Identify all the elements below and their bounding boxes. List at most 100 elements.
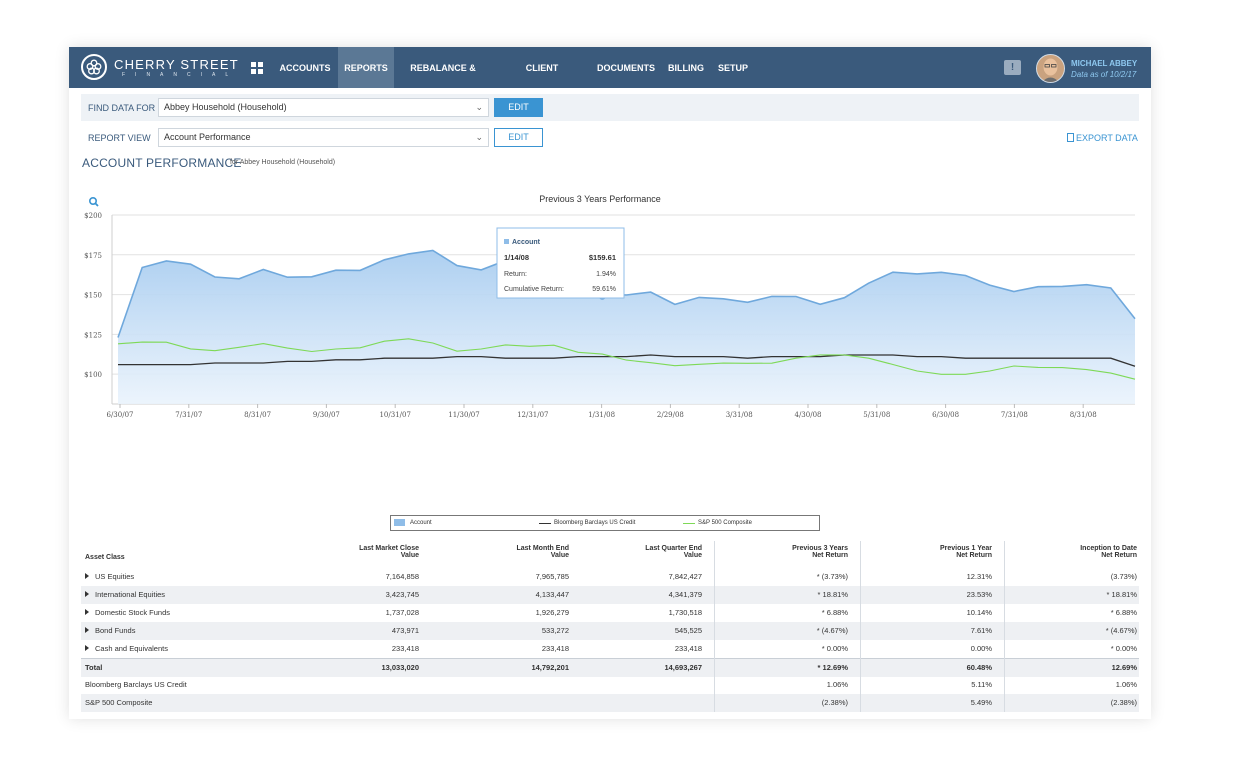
table-row[interactable]: Domestic Stock Funds 1,737,028 1,926,279… [81, 604, 1139, 622]
asset-class-cell: Domestic Stock Funds [85, 604, 170, 622]
legend-item-account[interactable]: Account [394, 516, 432, 530]
nav-documents[interactable]: DOCUMENTS [597, 63, 655, 73]
asset-class-cell: US Equities [85, 568, 134, 586]
last-market-close-cell: 233,418 [391, 644, 419, 653]
col-label: Last Quarter End [645, 545, 702, 552]
x-tick-label: 2/29/08 [657, 411, 684, 419]
account-line [117, 249, 1136, 338]
nav-setup[interactable]: SETUP [717, 63, 748, 73]
legend-swatch [539, 523, 551, 524]
col-inception-to-date[interactable]: Inception to Date Net Return [999, 545, 1137, 571]
col-last-quarter-end[interactable]: Last Quarter End Value [563, 545, 702, 571]
table-row[interactable]: Bond Funds 473,971 533,272 545,525 * (4.… [81, 622, 1139, 640]
col-asset-class[interactable]: Asset Class [85, 554, 125, 561]
find-edit-button[interactable]: EDIT [494, 98, 543, 117]
col-label: Value [550, 552, 569, 559]
inception-to-date-cell: 1.06% [1115, 680, 1137, 689]
performance-chart: Previous 3 Years Performance $200 $175 $15… [84, 194, 1136, 419]
report-view-value: Account Performance [164, 132, 251, 142]
legend-item-sp500[interactable]: S&P 500 Composite [683, 516, 752, 530]
y-tick-label: $200 [84, 212, 102, 220]
last-market-close-cell: 7,164,858 [385, 572, 419, 581]
find-data-select[interactable]: Abbey Household (Household) ⌄ [158, 98, 489, 117]
col-label: Previous 1 Year [939, 545, 992, 552]
cherry-blossom-logo-icon[interactable] [81, 54, 107, 80]
asset-class-cell: Bond Funds [85, 622, 135, 640]
benchmark-row: Bloomberg Barclays US Credit 1.06% 5.11%… [81, 676, 1139, 694]
alert-icon[interactable]: ! [1004, 60, 1021, 75]
report-view-label: REPORT VIEW [88, 133, 151, 143]
col-prev-1-year[interactable]: Previous 1 Year Net Return [853, 545, 992, 571]
app-window: CHERRY STREET FINANCIAL ACCOUNTS REPORTS… [69, 47, 1151, 719]
export-data-link[interactable]: EXPORT DATA [1067, 133, 1138, 143]
prev-1-year-cell: 5.49% [970, 698, 992, 707]
tooltip-cumulative-label: Cumulative Return: [504, 286, 564, 293]
col-last-month-end[interactable]: Last Month End Value [431, 545, 570, 571]
report-view-select[interactable]: Account Performance ⌄ [158, 128, 489, 147]
inception-to-date-cell: (3.73%) [1110, 572, 1137, 581]
find-data-value: Abbey Household (Household) [164, 102, 287, 112]
caret-right-icon[interactable] [85, 573, 89, 579]
nav-client-reporting[interactable]: CLIENT REPORTING [515, 63, 569, 116]
caret-right-icon[interactable] [85, 627, 89, 633]
nav-billing[interactable]: BILLING [668, 63, 704, 73]
legend-label: Account [410, 520, 432, 526]
prev-3-years-cell: * (3.73%) [816, 572, 848, 581]
legend-item-credit[interactable]: Bloomberg Barclays US Credit [539, 516, 635, 530]
x-tick-label: 9/30/07 [313, 411, 340, 419]
avatar[interactable] [1036, 54, 1065, 83]
view-edit-button[interactable]: EDIT [494, 128, 543, 147]
sp500-line [117, 338, 1136, 380]
prev-1-year-cell: 0.00% [970, 644, 992, 653]
last-quarter-end-cell: 14,693,267 [664, 663, 702, 672]
col-prev-3-years[interactable]: Previous 3 Years Net Return [711, 545, 848, 571]
data-as-of: Data as of 10/2/17 [1071, 70, 1137, 79]
tooltip-return-value: 1.94% [596, 271, 616, 278]
user-name[interactable]: MICHAEL ABBEY [1071, 59, 1138, 68]
account-area [118, 250, 1135, 404]
export-data-label: EXPORT DATA [1076, 133, 1138, 143]
nav-accounts[interactable]: ACCOUNTS [279, 63, 331, 73]
table-row[interactable]: Cash and Equivalents 233,418 233,418 233… [81, 640, 1139, 658]
x-tick-label: 3/31/08 [726, 411, 753, 419]
benchmark-name: S&P 500 Composite [85, 698, 153, 707]
inception-to-date-cell: * 6.88% [1110, 608, 1137, 617]
tooltip-box [496, 227, 625, 299]
apps-grid-icon[interactable] [251, 62, 263, 74]
col-last-market-close[interactable]: Last Market Close Value [281, 545, 419, 571]
document-icon [1067, 133, 1074, 142]
brand-name: CHERRY STREET [114, 57, 239, 72]
x-tick-label: 12/31/07 [517, 411, 548, 419]
prev-3-years-cell: * 0.00% [821, 644, 848, 653]
col-label: Previous 3 Years [792, 545, 848, 552]
x-tick-label: 5/31/08 [863, 411, 890, 419]
inception-to-date-cell: (2.38%) [1110, 698, 1137, 707]
caret-right-icon[interactable] [85, 645, 89, 651]
page-subtitle: for Abbey Household (Household) [230, 159, 336, 166]
prev-3-years-cell: * 18.81% [817, 590, 848, 599]
column-divider [714, 541, 715, 712]
benchmark-row: S&P 500 Composite (2.38%) 5.49% (2.38%) [81, 694, 1139, 712]
col-label: Net Return [812, 552, 848, 559]
inception-to-date-cell: * (4.67%) [1105, 626, 1137, 635]
find-data-label: FIND DATA FOR [88, 103, 156, 113]
nav-reports[interactable]: REPORTS [338, 47, 394, 88]
tooltip-date: 1/14/08 [504, 253, 529, 262]
col-label: Value [683, 552, 702, 559]
last-quarter-end-cell: 233,418 [674, 644, 702, 653]
prev-3-years-cell: 1.06% [826, 680, 848, 689]
zoom-icon[interactable] [88, 197, 99, 207]
table-row[interactable]: International Equities 3,423,745 4,133,4… [81, 586, 1139, 604]
caret-right-icon[interactable] [85, 591, 89, 597]
legend-label: Bloomberg Barclays US Credit [554, 520, 636, 526]
asset-class-name: International Equities [95, 590, 166, 599]
col-label: Inception to Date [1080, 545, 1137, 552]
table-row[interactable]: US Equities 7,164,858 7,965,785 7,842,42… [81, 568, 1139, 586]
tooltip-swatch [504, 239, 509, 244]
prev-1-year-cell: 60.48% [966, 663, 992, 672]
nav-rebalance-trade[interactable]: REBALANCE & TRADE [410, 63, 476, 116]
tooltip-series: Account [512, 239, 541, 246]
y-tick-label: $100 [84, 371, 102, 379]
x-tick-label: 6/30/07 [107, 411, 134, 419]
caret-right-icon[interactable] [85, 609, 89, 615]
